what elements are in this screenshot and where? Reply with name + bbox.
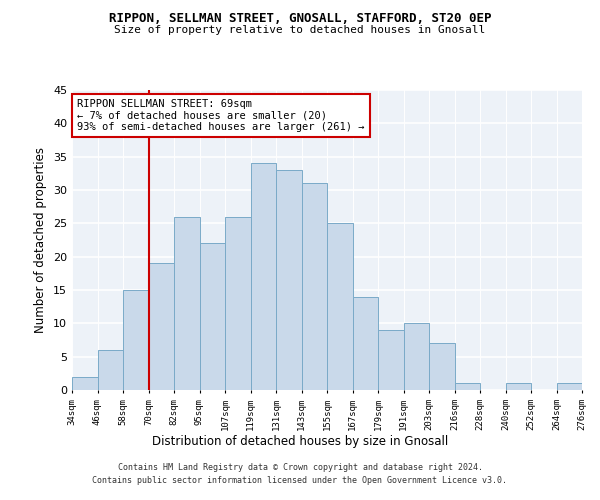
Bar: [378, 330, 404, 390]
Text: Distribution of detached houses by size in Gnosall: Distribution of detached houses by size …: [152, 435, 448, 448]
Bar: [429, 344, 455, 390]
Bar: [505, 384, 531, 390]
Bar: [276, 170, 302, 390]
Bar: [123, 290, 149, 390]
Bar: [404, 324, 429, 390]
Bar: [199, 244, 225, 390]
Bar: [353, 296, 378, 390]
Bar: [557, 384, 582, 390]
Bar: [302, 184, 327, 390]
Bar: [327, 224, 353, 390]
Text: Contains HM Land Registry data © Crown copyright and database right 2024.
Contai: Contains HM Land Registry data © Crown c…: [92, 464, 508, 485]
Bar: [455, 384, 480, 390]
Bar: [72, 376, 97, 390]
Y-axis label: Number of detached properties: Number of detached properties: [34, 147, 47, 333]
Bar: [97, 350, 123, 390]
Bar: [251, 164, 276, 390]
Text: Size of property relative to detached houses in Gnosall: Size of property relative to detached ho…: [115, 25, 485, 35]
Bar: [149, 264, 174, 390]
Bar: [225, 216, 251, 390]
Text: RIPPON, SELLMAN STREET, GNOSALL, STAFFORD, ST20 0EP: RIPPON, SELLMAN STREET, GNOSALL, STAFFOR…: [109, 12, 491, 26]
Bar: [174, 216, 199, 390]
Text: RIPPON SELLMAN STREET: 69sqm
← 7% of detached houses are smaller (20)
93% of sem: RIPPON SELLMAN STREET: 69sqm ← 7% of det…: [77, 99, 365, 132]
